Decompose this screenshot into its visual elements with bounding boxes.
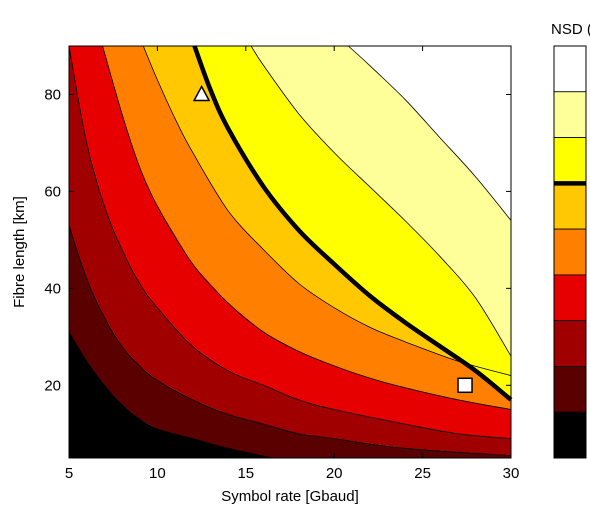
x-tick-label: 25 — [414, 465, 431, 482]
contour-region-6 — [143, 46, 512, 400]
plot-frame — [68, 45, 512, 459]
contour-region-2 — [69, 225, 511, 458]
x-tick-label: 5 — [65, 465, 73, 482]
contour-region-5 — [102, 46, 511, 410]
contour-line-3 — [68, 45, 512, 439]
colorbar-swatch-9 — [553, 45, 587, 93]
contour-line-4 — [102, 45, 512, 410]
y-tick-label: 80 — [44, 86, 61, 103]
contour-region-1 — [69, 332, 273, 458]
x-axis-ticks: 5 10 15 20 25 30 — [65, 46, 520, 482]
plot-area — [69, 46, 512, 458]
x-tick-label: 15 — [237, 465, 254, 482]
y-axis-label: Fibre length [km] — [11, 196, 28, 308]
x-tick-label: 10 — [149, 465, 166, 482]
square-marker — [457, 377, 473, 394]
colorbar-swatch-5 — [553, 228, 587, 276]
contour-line-5 — [142, 45, 512, 376]
contour-region-7 — [194, 46, 511, 400]
colorbar-swatch-6 — [553, 182, 587, 230]
y-tick-label: 60 — [44, 183, 61, 200]
y-tick-label: 20 — [44, 377, 61, 394]
y-axis-ticks: 20 40 60 80 — [44, 86, 511, 394]
markers — [192, 84, 473, 394]
colorbar-swatch-8 — [553, 91, 587, 138]
contour-region-3 — [69, 46, 511, 456]
contour-lines — [68, 45, 513, 459]
x-axis-label: Symbol rate [Gbaud] — [221, 488, 359, 505]
triangle-marker — [192, 84, 211, 102]
contour-region-9 — [348, 46, 511, 221]
colorbar-swatch-4 — [553, 274, 587, 322]
x-tick-label: 30 — [503, 465, 520, 482]
contour-region-8 — [251, 46, 511, 357]
colorbar-swatch-3 — [553, 320, 587, 367]
contour-line-2 — [68, 225, 512, 456]
colorbar-frame — [553, 45, 587, 459]
colorbar-swatch-1 — [553, 411, 587, 459]
colorbar — [553, 45, 587, 459]
contour-line-7 — [250, 45, 512, 357]
colorbar-swatch-2 — [553, 366, 587, 413]
contour-line-1 — [68, 331, 273, 459]
y-tick-label: 40 — [44, 280, 61, 297]
colorbar-title: NSD (% — [551, 21, 590, 38]
x-tick-label: 20 — [326, 465, 343, 482]
colorbar-swatch-7 — [553, 137, 587, 184]
contour-line-8 — [348, 45, 512, 221]
contour-region-4 — [69, 46, 511, 439]
contour-line-bold — [192, 45, 513, 402]
